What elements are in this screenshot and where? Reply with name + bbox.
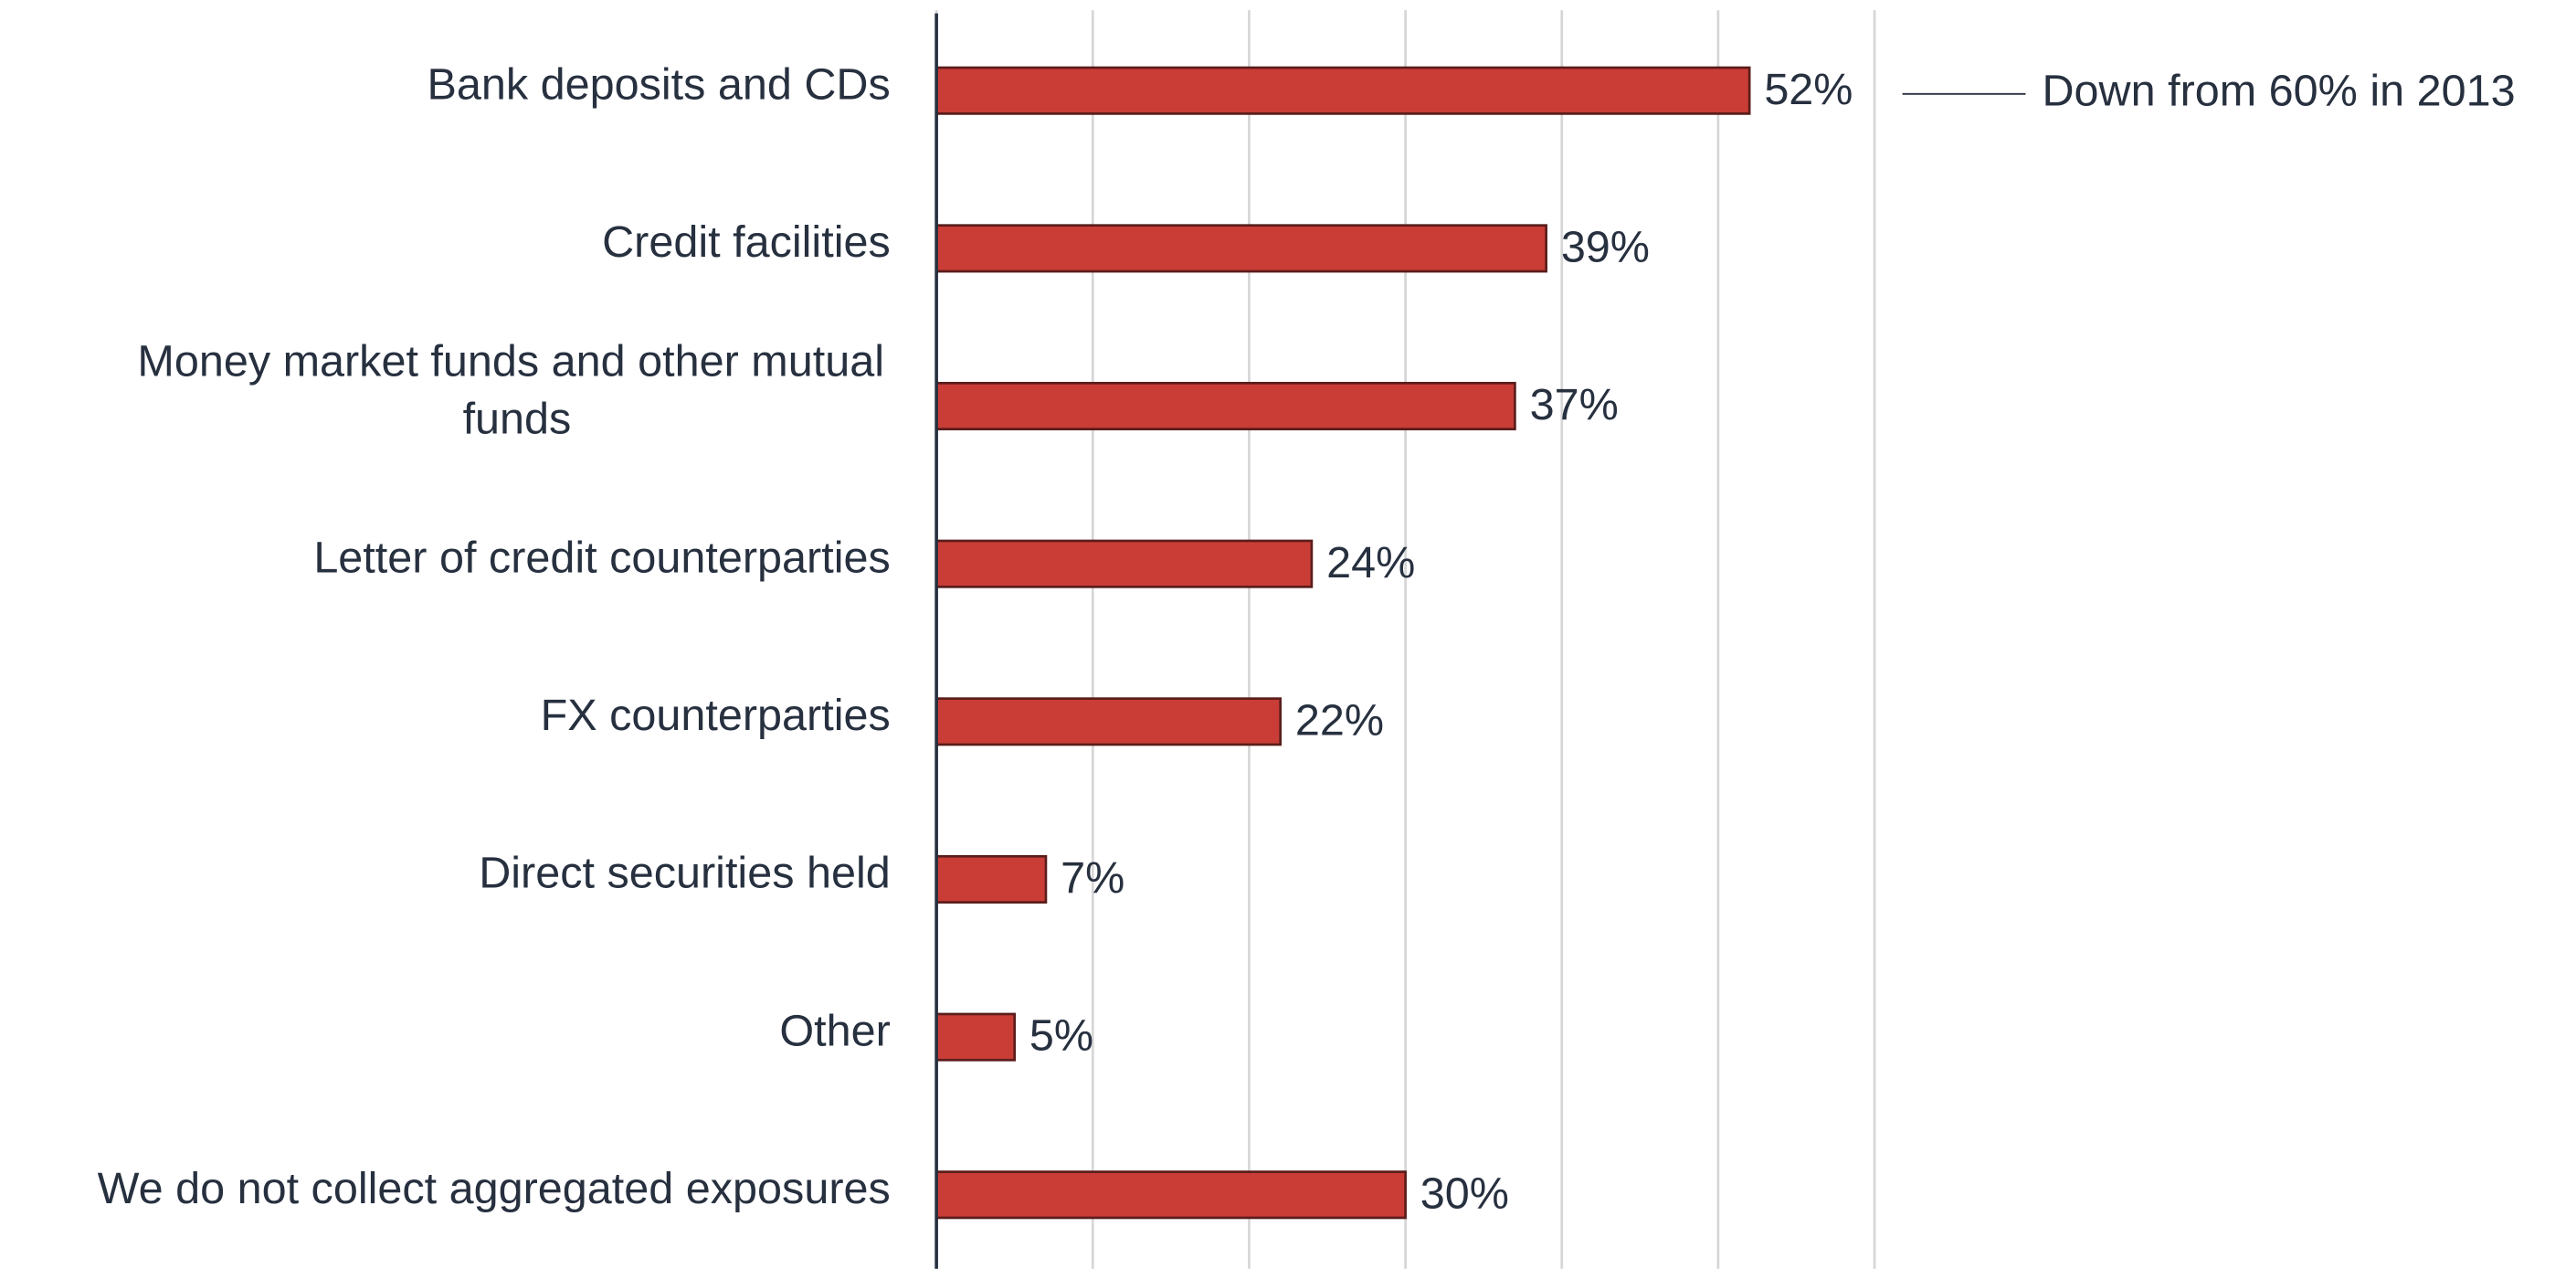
bar (934, 1170, 1407, 1220)
value-label: 22% (1295, 695, 1384, 745)
value-label: 30% (1420, 1169, 1509, 1218)
bar (934, 66, 1751, 115)
category-label: Credit facilities (602, 217, 891, 267)
category-label: Money market funds and other mutual fund… (137, 336, 896, 443)
value-label: 5% (1029, 1011, 1093, 1061)
category-label: We do not collect aggregated exposures (98, 1164, 891, 1213)
annotation: Down from 60% in 2013 (2042, 67, 2515, 116)
value-label: 37% (1530, 380, 1619, 429)
value-label: 52% (1764, 65, 1853, 114)
category-label: Letter of credit counterparties (313, 533, 890, 582)
category-label: Other (779, 1006, 890, 1055)
category-label: FX counterparties (541, 691, 891, 740)
value-label: 39% (1561, 222, 1650, 271)
category-label: Direct securities held (479, 849, 891, 898)
bar (934, 381, 1516, 431)
bar (934, 539, 1314, 588)
category-label: Bank deposits and CDs (427, 59, 890, 109)
bar (934, 697, 1283, 746)
bar (934, 854, 1048, 904)
value-label: 7% (1061, 853, 1124, 903)
value-label: 24% (1326, 538, 1415, 587)
bar (934, 224, 1547, 273)
bar (934, 1012, 1017, 1062)
